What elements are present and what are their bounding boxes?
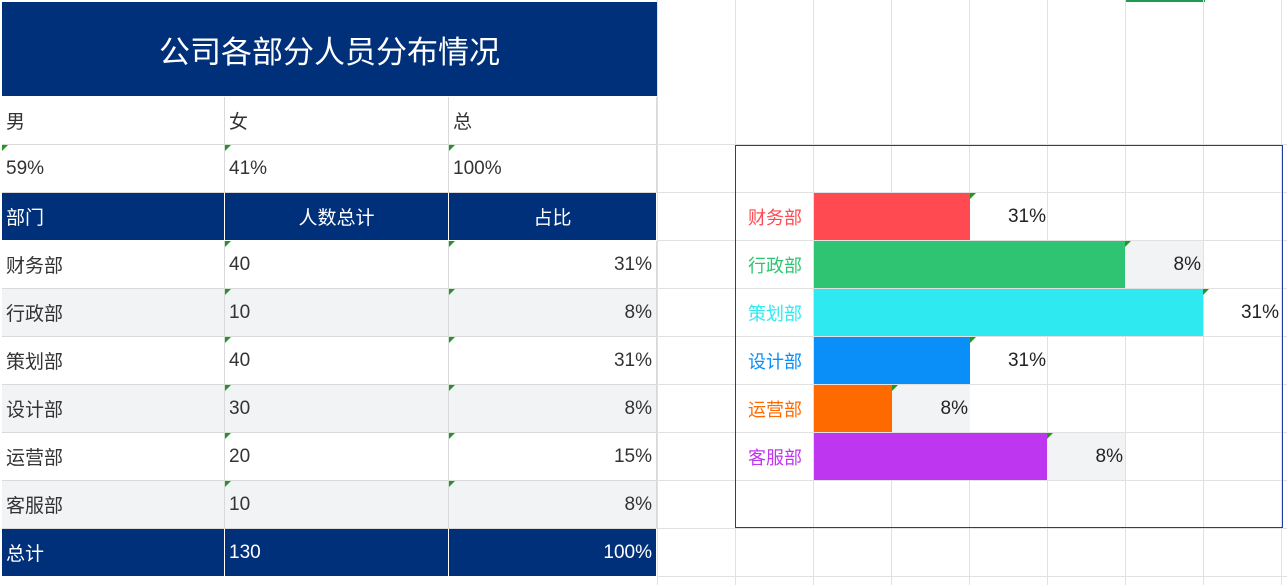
header-female[interactable]: 女 <box>225 97 449 145</box>
grid-line <box>657 432 1287 433</box>
cell-marker <box>225 241 231 247</box>
table-cell-pct[interactable]: 8% <box>449 385 657 433</box>
table-cell-pct[interactable]: 31% <box>449 337 657 385</box>
sheet-title: 公司各部分人员分布情况 <box>2 2 657 96</box>
grid-line <box>657 480 1287 481</box>
grid-line <box>813 0 814 585</box>
chart-bar[interactable] <box>814 289 1203 336</box>
cell-marker <box>1047 433 1053 439</box>
chart-category-label: 策划部 <box>748 304 802 325</box>
grid-line <box>657 528 1287 529</box>
header-total[interactable]: 总 <box>449 97 657 145</box>
table-cell-count[interactable]: 40 <box>225 241 449 289</box>
table-cell-count[interactable]: 10 <box>225 289 449 337</box>
table-cell-pct[interactable]: 31% <box>449 241 657 289</box>
grid-line <box>657 0 658 585</box>
chart-data-label: 31% <box>1007 206 1046 227</box>
selection-indicator <box>1125 0 1205 2</box>
chart-bar[interactable] <box>814 241 1125 288</box>
cell-marker <box>970 193 976 199</box>
cell-marker <box>449 337 455 343</box>
chart-data-label: 8% <box>1095 446 1123 467</box>
chart-data-label: 31% <box>1007 350 1046 371</box>
cell-marker <box>225 433 231 439</box>
table-cell-count[interactable]: 20 <box>225 433 449 481</box>
chart-label-bg <box>1125 241 1203 288</box>
value-total[interactable]: 100% <box>449 145 657 193</box>
table-cell-dept[interactable]: 行政部 <box>2 289 225 337</box>
header-male[interactable]: 男 <box>2 97 225 145</box>
cell-marker <box>449 385 455 391</box>
chart-data-label: 31% <box>1240 302 1279 323</box>
chart-bar[interactable] <box>814 193 970 240</box>
chart-data-label: 8% <box>940 398 968 419</box>
chart-category-label: 财务部 <box>748 208 802 229</box>
total-pct[interactable]: 100% <box>449 529 657 577</box>
grid-line <box>657 144 1287 145</box>
value-female[interactable]: 41% <box>225 145 449 193</box>
table-cell-pct[interactable]: 8% <box>449 289 657 337</box>
chart-label-bg <box>892 385 970 432</box>
cell-marker <box>1125 241 1131 247</box>
value-male[interactable]: 59% <box>2 145 225 193</box>
grid-line <box>657 240 1287 241</box>
table-cell-dept[interactable]: 财务部 <box>2 241 225 289</box>
chart-bar[interactable] <box>814 433 1047 480</box>
cell-marker <box>225 385 231 391</box>
chart-data-label: 8% <box>1173 254 1201 275</box>
chart-category-label: 客服部 <box>748 448 802 469</box>
cell-marker <box>892 385 898 391</box>
grid-line <box>657 384 1287 385</box>
table-cell-count[interactable]: 30 <box>225 385 449 433</box>
cell-marker <box>970 337 976 343</box>
grid-line <box>657 288 1287 289</box>
table-cell-count[interactable]: 10 <box>225 481 449 529</box>
table-cell-pct[interactable]: 15% <box>449 433 657 481</box>
chart-bar[interactable] <box>814 385 892 432</box>
chart-frame[interactable] <box>735 145 1283 528</box>
cell-marker <box>225 481 231 487</box>
table-cell-dept[interactable]: 运营部 <box>2 433 225 481</box>
table-cell-dept[interactable]: 设计部 <box>2 385 225 433</box>
chart-bar[interactable] <box>814 337 970 384</box>
chart-category-label: 运营部 <box>748 400 802 421</box>
grid-line <box>1281 0 1282 585</box>
table-cell-dept[interactable]: 策划部 <box>2 337 225 385</box>
total-count[interactable]: 130 <box>225 529 449 577</box>
grid-line <box>657 192 1287 193</box>
grid-line <box>657 576 1287 577</box>
total-label[interactable]: 总计 <box>2 529 225 577</box>
cell-marker <box>449 433 455 439</box>
cell-marker <box>449 481 455 487</box>
col-header-dept[interactable]: 部门 <box>2 193 225 241</box>
cell-marker <box>225 289 231 295</box>
grid-line <box>657 336 1287 337</box>
col-header-count[interactable]: 人数总计 <box>225 193 449 241</box>
cell-marker <box>449 289 455 295</box>
table-cell-pct[interactable]: 8% <box>449 481 657 529</box>
chart-label-bg <box>1047 433 1125 480</box>
chart-category-label: 设计部 <box>748 352 802 373</box>
table-cell-dept[interactable]: 客服部 <box>2 481 225 529</box>
table-cell-count[interactable]: 40 <box>225 337 449 385</box>
cell-marker <box>225 337 231 343</box>
chart-category-label: 行政部 <box>748 256 802 277</box>
col-header-pct[interactable]: 占比 <box>449 193 657 241</box>
cell-marker <box>449 241 455 247</box>
cell-marker <box>1203 289 1209 295</box>
cell-marker <box>449 145 455 151</box>
cell-marker <box>225 145 231 151</box>
cell-marker <box>2 145 8 151</box>
